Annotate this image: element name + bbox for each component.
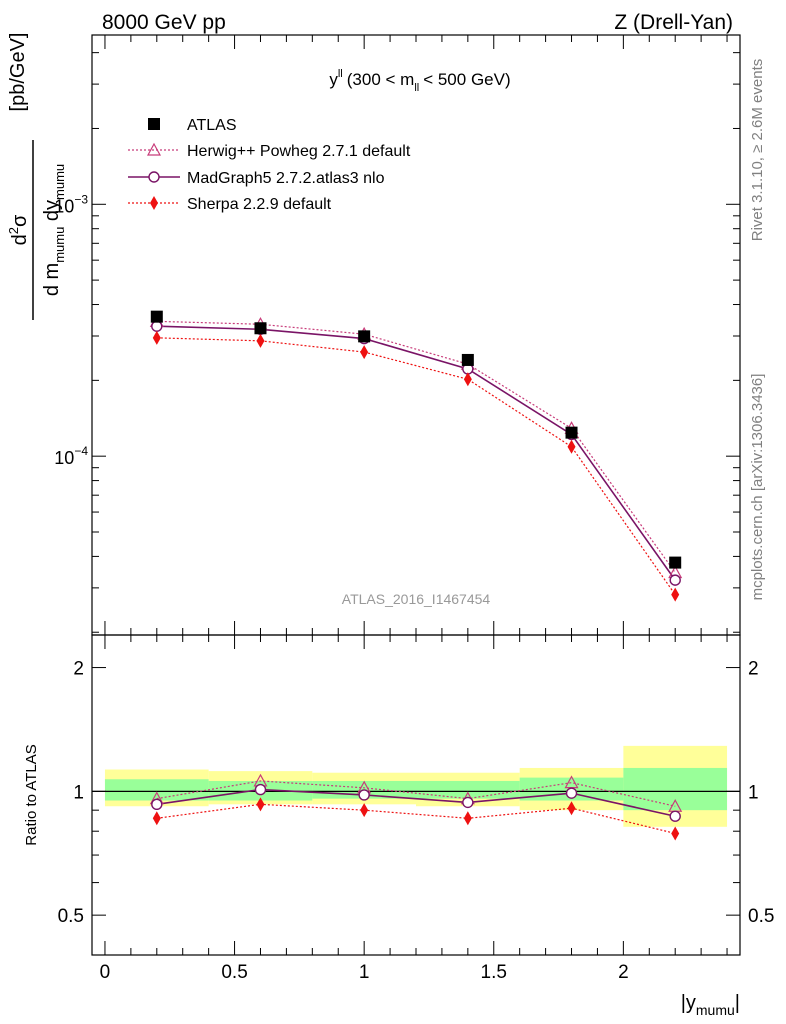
sherpa-2-2-9-default-point [152, 330, 161, 345]
top-x-ticks [104, 35, 728, 635]
atlas-point [150, 310, 163, 323]
bottom-y-tick-label: 0.5 [58, 906, 84, 927]
madgraph5-2-7-2-atlas3-nlo-ratio-point [565, 787, 578, 799]
bottom-y-tick-label-right: 0.5 [748, 906, 774, 927]
sherpa-2-2-9-default-point [671, 587, 680, 602]
sherpa-2-2-9-default-ratio-point [360, 803, 369, 818]
atlas-point [461, 353, 474, 366]
ylabel-units: [pb/GeV] [7, 33, 29, 112]
header-right: Z (Drell-Yan) [614, 11, 733, 34]
sherpa-2-2-9-default-ratio-point [463, 811, 472, 826]
top-y-ticks: 10−3 10−4 [54, 52, 740, 633]
bottom-y-tick-label: 2 [73, 659, 84, 680]
sherpa-2-2-9-default-point [360, 345, 369, 360]
madgraph5-2-7-2-atlas3-nlo-ratio-point [254, 783, 267, 796]
madgraph5-2-7-2-atlas3-nlo-point [669, 574, 681, 586]
legend-atlas-label: ATLAS [187, 117, 237, 134]
atlas-point [358, 330, 371, 343]
x-tick-label: 2 [618, 962, 629, 983]
analysis-watermark: ATLAS_2016_I1467454 [342, 591, 491, 607]
sherpa-2-2-9-default-ratio-point [152, 811, 161, 826]
madgraph5-2-7-2-atlas3-nlo-ratio-point [462, 796, 474, 809]
mcplots-label: mcplots.cern.ch [arXiv:1306.3436] [749, 374, 766, 601]
x-tick-label: 0 [100, 962, 111, 983]
madgraph5-2-7-2-atlas3-nlo-ratio-line [156, 788, 676, 818]
sherpa-2-2-9-default-ratio-line [156, 803, 676, 835]
bottom-panel: 2 2 1 1 0.5 0.5 0 0.5 1 1.5 2 [58, 634, 774, 983]
legend-atlas-marker [148, 118, 160, 130]
sherpa-2-2-9-default-line [156, 337, 676, 595]
atlas-point [254, 322, 267, 335]
madgraph5-2-7-2-atlas3-nlo-point [151, 320, 163, 332]
ylabel-numerator: d2σ [6, 214, 31, 245]
bottom-x-ticks: 0 0.5 1 1.5 2 [100, 635, 728, 983]
herwig-powheg-2-7-1-default-line [156, 320, 676, 573]
legend: ATLAS Herwig++ Powheg 2.7.1 default MadG… [128, 117, 411, 213]
x-tick-label: 1.5 [481, 962, 507, 983]
top-y-tick-label: 10−3 [54, 192, 88, 216]
x-tick-label: 1 [359, 962, 370, 983]
sherpa-2-2-9-default-point [567, 439, 576, 454]
x-axis-label: |ymumu| [681, 992, 740, 1018]
herwig-powheg-2-7-1-default-ratio-line [156, 780, 676, 807]
bottom-y-tick-label-right: 1 [748, 782, 759, 803]
sherpa-2-2-9-default-point [256, 333, 265, 348]
atlas-point [669, 556, 682, 569]
stat-uncertainty-band [416, 780, 520, 799]
madgraph5-2-7-2-atlas3-nlo-line [156, 325, 676, 581]
header-left: 8000 GeV pp [102, 11, 226, 34]
legend-madgraph-marker [148, 171, 160, 183]
bottom-y-ticks: 2 2 1 1 0.5 0.5 [58, 659, 774, 956]
legend-herwig-marker [146, 142, 162, 156]
sherpa-2-2-9-default-ratio-point [567, 801, 576, 816]
madgraph5-2-7-2-atlas3-nlo-ratio-point [669, 810, 681, 822]
sherpa-2-2-9-default-point [463, 372, 472, 387]
rivet-version-label: Rivet 3.1.10, ≥ 2.6M events [749, 59, 766, 242]
legend-herwig-label: Herwig++ Powheg 2.7.1 default [187, 143, 411, 160]
legend-madgraph-label: MadGraph5 2.7.2.atlas3 nlo [187, 170, 385, 187]
stat-uncertainty-band [104, 779, 209, 801]
bottom-plot-area [92, 773, 740, 841]
bottom-y-axis-label: Ratio to ATLAS [23, 744, 40, 845]
x-tick-label: 0.5 [221, 962, 247, 983]
legend-sherpa-label: Sherpa 2.2.9 default [187, 196, 332, 213]
sherpa-2-2-9-default-ratio-point [671, 826, 680, 841]
madgraph5-2-7-2-atlas3-nlo-ratio-point [358, 789, 370, 801]
stat-uncertainty-band [623, 767, 728, 811]
plot-title: yll (300 < mll < 500 GeV) [329, 68, 510, 94]
legend-sherpa-marker [150, 196, 158, 210]
ylabel-denominator: d mmumu dymumu [41, 164, 67, 296]
bottom-y-tick-label-right: 2 [748, 659, 759, 680]
madgraph5-2-7-2-atlas3-nlo-ratio-point [151, 798, 163, 811]
sherpa-2-2-9-default-ratio-point [256, 797, 265, 812]
atlas-point [565, 426, 578, 439]
top-y-tick-label: 10−4 [54, 444, 88, 468]
bottom-y-tick-label: 1 [73, 782, 84, 803]
top-plot-area [149, 310, 683, 602]
top-y-axis-label: d2σ d mmumu dymumu [pb/GeV] [6, 33, 67, 320]
